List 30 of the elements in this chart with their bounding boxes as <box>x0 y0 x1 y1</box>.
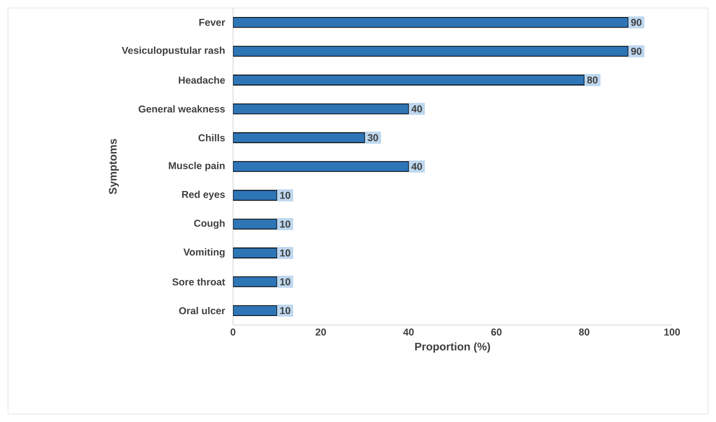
y-tick-label: Fever <box>199 18 226 26</box>
x-tick-label: 0 <box>230 328 236 336</box>
x-tick-label: 60 <box>491 328 502 336</box>
x-tick-label: 40 <box>403 328 414 336</box>
x-tick-label: 20 <box>316 328 326 336</box>
y-tick-label: General weakness <box>138 105 225 113</box>
data-label: 90 <box>631 48 642 55</box>
x-axis-title: Proportion (%) <box>415 342 490 353</box>
y-tick-label: Headache <box>178 76 225 84</box>
data-label: 80 <box>587 76 598 84</box>
data-label: 30 <box>368 134 378 142</box>
y-tick-label: Red eyes <box>182 190 225 200</box>
y-tick-label: Chills <box>198 134 225 142</box>
data-label: 10 <box>280 249 290 256</box>
y-tick-label: Cough <box>194 219 225 229</box>
x-tick-label: 100 <box>664 328 680 336</box>
y-tick-label: Oral ulcer <box>179 306 226 314</box>
data-label: 10 <box>280 192 290 199</box>
data-label: 10 <box>280 278 290 286</box>
data-label: 10 <box>280 220 290 228</box>
y-tick-label: Muscle pain <box>168 162 225 172</box>
y-tick-label: Vesiculopustular rash <box>122 46 225 56</box>
data-label: 10 <box>280 307 290 314</box>
y-tick-label: Sore throat <box>172 278 226 286</box>
data-label: 40 <box>411 105 422 112</box>
data-label: 90 <box>631 18 642 26</box>
y-axis-title: Symptoms <box>108 138 119 194</box>
x-tick-label: 80 <box>578 328 590 336</box>
y-tick-label: Vomiting <box>183 248 225 258</box>
data-label: 40 <box>411 162 422 170</box>
